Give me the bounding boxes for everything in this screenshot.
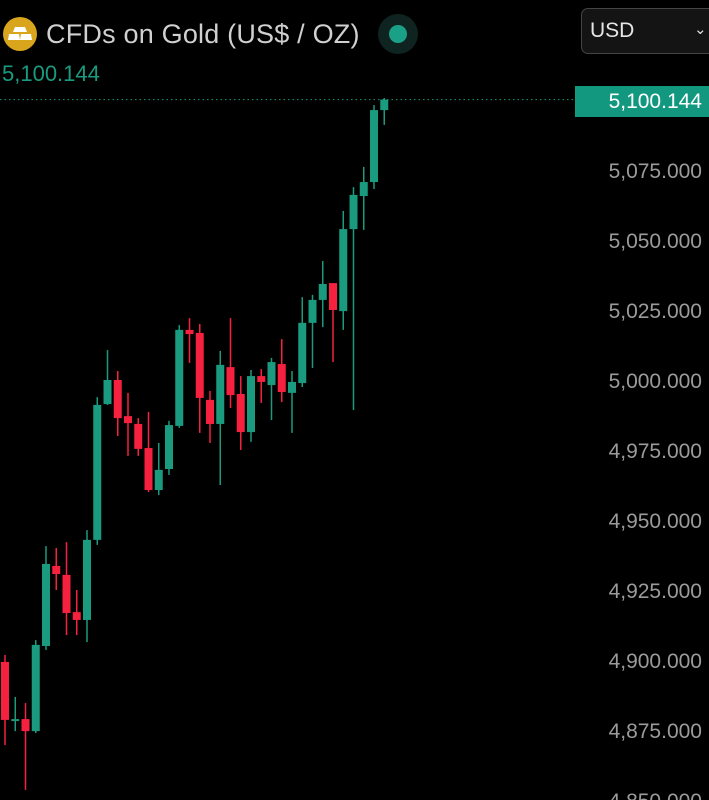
candle-body-up (31, 644, 40, 732)
chevron-down-icon: ⌄ (694, 21, 707, 38)
y-tick-label: 4,875.000 (609, 720, 702, 743)
currency-select[interactable]: USD ⌄ (581, 8, 709, 54)
candle-body-down (1, 661, 9, 720)
candle-body-up (11, 719, 20, 722)
candle-body-up (288, 381, 296, 393)
candle-body-down (72, 612, 81, 620)
candle-body-down (124, 416, 132, 424)
candle-body-up (175, 329, 184, 426)
candle-body-down (277, 364, 286, 393)
live-status-icon (377, 14, 418, 54)
candle-body-up (165, 425, 173, 470)
candle-body-up (247, 376, 255, 433)
gold-bars-icon (3, 17, 37, 51)
y-tick-label: 5,025.000 (609, 300, 702, 323)
candle-body-up (42, 563, 50, 646)
y-tick-label: 5,050.000 (609, 230, 702, 253)
candle-body-down (62, 574, 71, 613)
candle-body-down (113, 380, 122, 419)
candle-body-up (267, 362, 276, 386)
candle-body-down (185, 329, 194, 335)
candle-body-up (339, 229, 348, 312)
candle-body-down (52, 565, 61, 575)
candle-body-up (298, 322, 307, 384)
candle-body-down (206, 399, 214, 424)
candle-body-up (308, 299, 317, 323)
candle-body-down (21, 719, 30, 732)
instrument-title: CFDs on Gold (US$ / OZ) (46, 18, 360, 49)
current-price-tag: 5,100.144 (575, 86, 709, 117)
candle-body-up (83, 539, 91, 620)
y-tick-label: 4,900.000 (609, 650, 702, 673)
y-tick-label: 4,950.000 (609, 510, 702, 533)
candle-body-down (195, 332, 204, 398)
candle-body-up (216, 364, 225, 424)
instrument-header: CFDs on Gold (US$ / OZ) (3, 14, 418, 54)
candle-body-down (329, 283, 337, 310)
currency-value: USD (590, 19, 635, 42)
candle-body-down (134, 423, 143, 449)
candle-body-up (359, 182, 368, 197)
candle-body-up (370, 110, 378, 183)
y-tick-label: 5,000.000 (609, 370, 702, 393)
candle-body-down (257, 376, 266, 382)
candle-body-up (93, 404, 102, 540)
candle-body-down (144, 448, 153, 491)
candle-body-up (380, 99, 389, 111)
candle-body-up (103, 380, 112, 405)
candle-body-up (318, 283, 327, 300)
y-tick-label: 4,925.000 (609, 580, 702, 603)
y-tick-label: 5,075.000 (609, 160, 702, 183)
y-tick-label: 4,975.000 (609, 440, 702, 463)
y-tick-label: 4,850.000 (609, 790, 702, 800)
candle-body-down (226, 367, 235, 396)
last-price: 5,100.144 (2, 61, 100, 86)
candle-body-up (349, 194, 358, 230)
candle-body-down (236, 394, 245, 433)
candle-body-up (154, 469, 163, 491)
